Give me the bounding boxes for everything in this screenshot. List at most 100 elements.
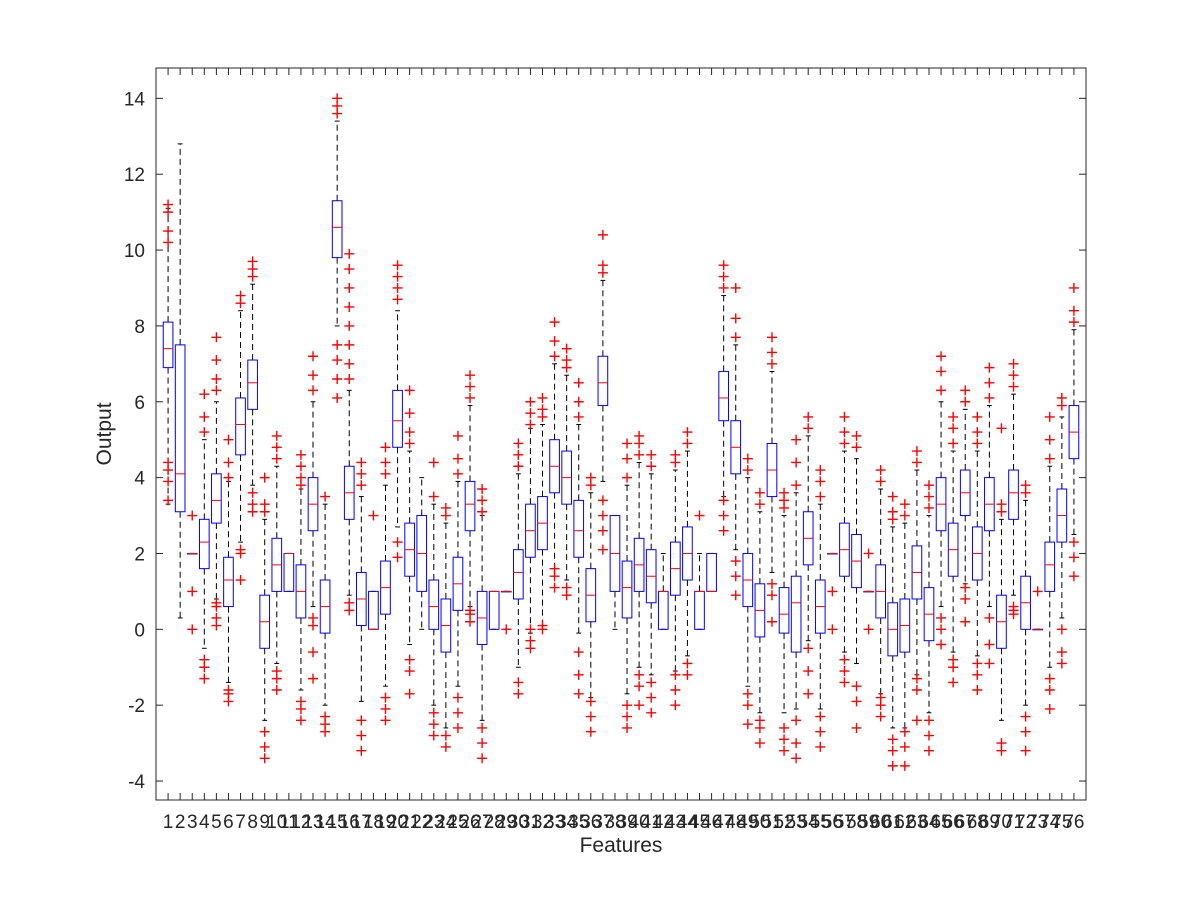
box-feature-19	[380, 442, 391, 726]
outlier-marker	[259, 741, 270, 752]
box-feature-40	[633, 430, 645, 711]
box-feature-38	[609, 515, 621, 630]
outlier-marker	[271, 430, 282, 441]
outlier-marker	[875, 465, 886, 476]
outlier-marker	[465, 392, 476, 403]
outlier-marker	[477, 738, 488, 749]
outlier-marker	[622, 453, 633, 464]
x-tick-label: 16	[339, 812, 360, 833]
outlier-marker	[670, 449, 681, 460]
outlier-marker	[295, 449, 306, 460]
outlier-marker	[887, 745, 898, 756]
outlier-marker	[597, 525, 608, 536]
outlier-marker	[634, 681, 645, 692]
outlier-marker	[815, 476, 826, 487]
outlier-marker	[259, 472, 270, 483]
outlier-marker	[404, 427, 415, 438]
outlier-marker	[815, 741, 826, 752]
outlier-marker	[936, 612, 947, 623]
outlier-marker	[972, 411, 983, 422]
box-iqr	[778, 587, 790, 634]
outlier-marker	[247, 256, 258, 267]
outlier-marker	[163, 476, 174, 487]
x-tick-label: 59	[858, 812, 879, 833]
x-tick-label: 73	[1027, 812, 1048, 833]
outlier-marker	[452, 722, 463, 733]
outlier-marker	[404, 654, 415, 665]
box-feature-6	[223, 434, 234, 707]
x-tick-label: 1	[163, 812, 174, 833]
outlier-marker	[211, 374, 222, 385]
outlier-marker	[465, 381, 476, 392]
x-tick-label: 37	[592, 812, 613, 833]
outlier-marker	[887, 760, 898, 771]
outlier-marker	[573, 669, 584, 680]
box-feature-62	[899, 499, 911, 771]
outlier-marker	[622, 438, 633, 449]
box-feature-69	[984, 362, 995, 669]
y-tick-label: 0	[134, 620, 145, 641]
outlier-marker	[984, 377, 995, 388]
outlier-marker	[766, 358, 777, 369]
outlier-marker	[332, 93, 343, 104]
outlier-marker	[428, 457, 439, 468]
box-feature-58	[851, 430, 862, 733]
box-feature-15	[331, 93, 343, 403]
y-tick-label: 4	[134, 469, 145, 490]
outlier-marker	[742, 688, 753, 699]
outlier-marker	[344, 301, 355, 312]
outlier-marker	[936, 385, 947, 396]
box-iqr	[428, 579, 440, 630]
outlier-marker	[308, 385, 319, 396]
outlier-marker	[779, 745, 790, 756]
outlier-marker	[1068, 571, 1079, 582]
box-feature-11	[283, 552, 295, 592]
outlier-marker	[259, 753, 270, 764]
box-feature-28	[488, 590, 500, 630]
outlier-marker	[646, 449, 657, 460]
outlier-marker	[465, 605, 476, 616]
outlier-marker	[295, 696, 306, 707]
x-tick-label: 67	[955, 812, 976, 833]
x-tick-label: 60	[870, 812, 891, 833]
outlier-marker	[211, 385, 222, 396]
box-feature-59	[863, 548, 874, 635]
box-feature-33	[549, 317, 560, 593]
box-feature-73	[1032, 586, 1044, 631]
outlier-marker	[803, 643, 814, 654]
x-tick-label: 3	[187, 812, 198, 833]
x-tick-label: 17	[351, 812, 372, 833]
outlier-marker	[1020, 480, 1031, 491]
x-tick-label: 26	[459, 812, 480, 833]
outlier-marker	[682, 427, 693, 438]
box-feature-3	[186, 510, 198, 635]
x-tick-label: 51	[761, 812, 782, 833]
outlier-marker	[308, 612, 319, 623]
box-feature-70	[996, 423, 1007, 756]
box-feature-7	[235, 290, 246, 586]
outlier-marker	[199, 427, 210, 438]
box-feature-31	[525, 396, 536, 654]
outlier-marker	[682, 669, 693, 680]
outlier-marker	[960, 396, 971, 407]
box-iqr	[198, 518, 210, 570]
outlier-marker	[839, 438, 850, 449]
outlier-marker	[199, 673, 210, 684]
outlier-marker	[839, 654, 850, 665]
outlier-marker	[742, 465, 753, 476]
box-iqr	[1008, 469, 1019, 520]
outlier-marker	[972, 669, 983, 680]
outlier-marker	[718, 282, 729, 293]
outlier-marker	[899, 726, 910, 737]
outlier-marker	[670, 700, 681, 711]
box-feature-46	[706, 552, 717, 592]
outlier-marker	[646, 677, 657, 688]
outlier-marker	[380, 715, 391, 726]
outlier-marker	[525, 624, 536, 635]
outlier-marker	[235, 575, 246, 586]
outlier-marker	[344, 248, 355, 259]
outlier-marker	[622, 472, 633, 483]
x-tick-label: 12	[290, 812, 311, 833]
outlier-marker	[899, 499, 910, 510]
outlier-marker	[646, 461, 657, 472]
